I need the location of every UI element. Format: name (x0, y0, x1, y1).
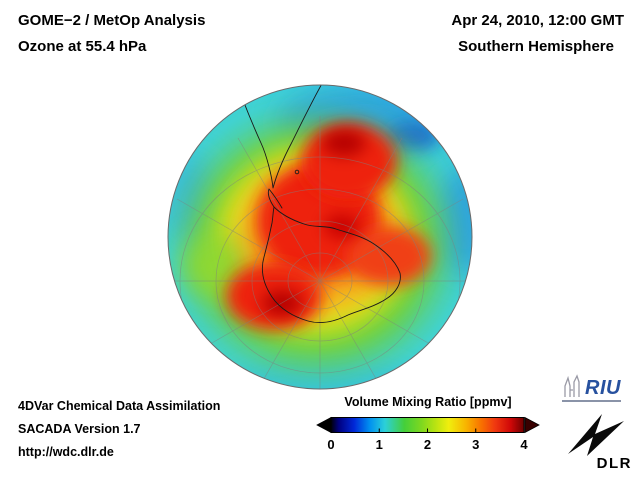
colorbar-tick-label: 3 (472, 437, 480, 452)
riu-tower-icon (564, 374, 580, 397)
colorbar-tick-label: 1 (375, 437, 383, 452)
colorbar-tick-label: 4 (520, 437, 528, 452)
globe-map (167, 84, 473, 390)
header-right: Apr 24, 2010, 12:00 GMT Southern Hemisph… (451, 8, 624, 60)
date-label: Apr 24, 2010, 12:00 GMT (451, 12, 624, 29)
colorbar-tick-label: 2 (423, 437, 432, 452)
attribution-line: 4DVar Chemical Data Assimilation (18, 399, 221, 413)
header-left: GOME−2 / MetOp Analysis Ozone at 55.4 hP… (18, 8, 205, 60)
plot-subtitle: Ozone at 55.4 hPa (18, 38, 147, 55)
colorbar-tick-label: 0 (327, 437, 335, 452)
version-line: SACADA Version 1.7 (18, 422, 141, 436)
colorbar: Volume Mixing Ratio [ppmv] (316, 395, 540, 453)
hemisphere-label: Southern Hemisphere (458, 38, 614, 55)
riu-logo: RIU (562, 374, 621, 402)
plot-title: GOME−2 / MetOp Analysis (18, 12, 206, 29)
footer-attribution: 4DVar Chemical Data Assimilation SACADA … (18, 395, 220, 464)
coastlines (233, 85, 401, 324)
dlr-logo: DLR (560, 408, 636, 472)
colorbar-right-arrow (524, 416, 540, 434)
ozone-field (168, 85, 472, 389)
colorbar-ticks: 0 1 2 3 4 (327, 437, 528, 453)
url-line: http://wdc.dlr.de (18, 445, 114, 459)
dlr-arrow-icon (568, 414, 624, 456)
globe-outline (167, 84, 473, 390)
colorbar-title: Volume Mixing Ratio [ppmv] (344, 395, 512, 409)
colorbar-gradient (316, 416, 540, 434)
riu-logo-text: RIU (585, 377, 621, 399)
dlr-logo-text: DLR (596, 455, 632, 472)
colorbar-left-arrow (316, 416, 332, 434)
